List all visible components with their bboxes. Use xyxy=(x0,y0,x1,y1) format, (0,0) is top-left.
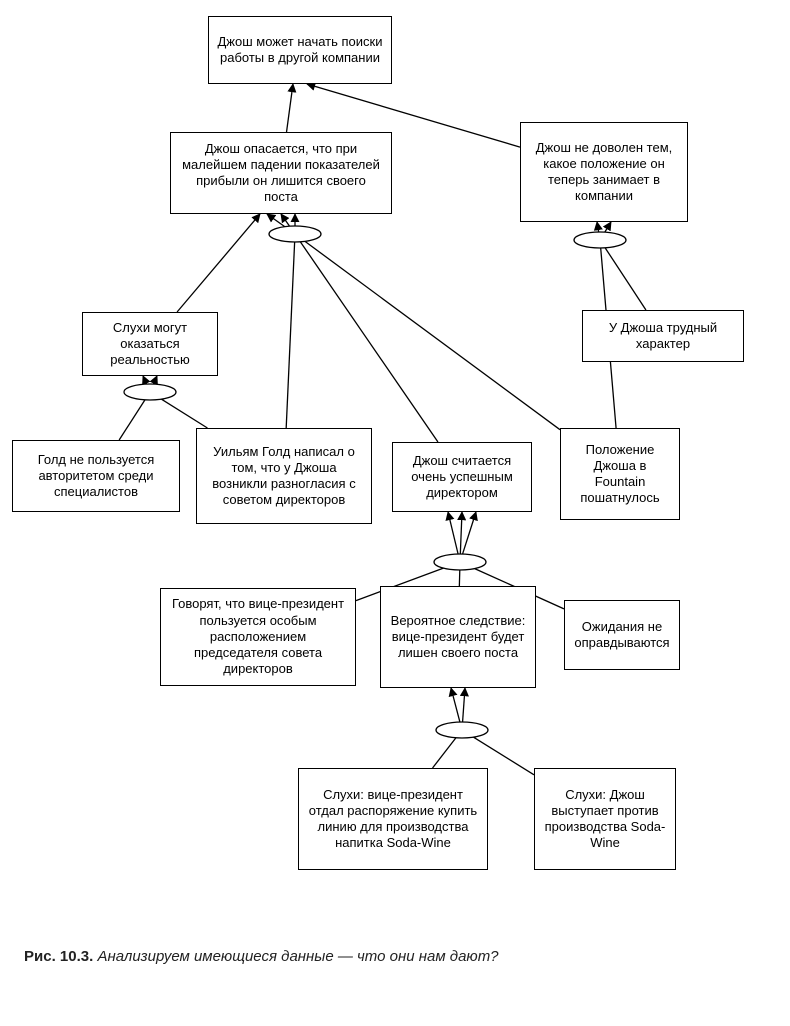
node-rumors-real: Слухи могут оказаться реальностью xyxy=(82,312,218,376)
node-text: Джош не доволен тем, какое положение он … xyxy=(529,140,679,205)
node-gold-wrote: Уильям Голд написал о том, что у Джоша в… xyxy=(196,428,372,524)
edge xyxy=(300,242,438,442)
node-vp-favored: Говорят, что вице-президент пользуется о… xyxy=(160,588,356,686)
node-josh-fears-loss: Джош опасается, что при малейшем падении… xyxy=(170,132,392,214)
node-josh-difficult: У Джоша трудный характер xyxy=(582,310,744,362)
node-text: Слухи: вице-президент отдал распоряжение… xyxy=(307,787,479,852)
edge xyxy=(305,241,560,429)
edge xyxy=(433,738,456,768)
node-text: Ожидания не оправдыва­ются xyxy=(573,619,671,652)
node-position-shaky: Положение Джоша в Fountain пошатнулось xyxy=(560,428,680,520)
edge xyxy=(267,214,285,227)
edge xyxy=(605,222,611,232)
node-rumor-josh-against: Слухи: Джош выступает против производств… xyxy=(534,768,676,870)
node-josh-unhappy: Джош не доволен тем, какое положение он … xyxy=(520,122,688,222)
edge xyxy=(448,512,458,554)
node-expectations-fail: Ожидания не оправдыва­ются xyxy=(564,600,680,670)
figure-caption: Рис. 10.3. Анализируем имеющиеся данные … xyxy=(24,948,499,965)
edge xyxy=(287,84,293,132)
node-text: Говорят, что вице-президент пользуется о… xyxy=(169,596,347,677)
node-text: Слухи: Джош выступает против производств… xyxy=(543,787,667,852)
node-text: Джош считается очень успешным директором xyxy=(401,453,523,502)
edge xyxy=(119,400,145,440)
junction-ellipse xyxy=(269,226,321,242)
junction-ellipse xyxy=(574,232,626,248)
edge xyxy=(177,214,260,312)
diagram-canvas: { "canvas": { "width": 790, "height": 10… xyxy=(0,0,790,1026)
caption-text: Анализируем имеющиеся данные — что они н… xyxy=(97,948,498,965)
node-text: Положение Джоша в Fountain пошатнулось xyxy=(569,442,671,507)
node-text: Джош опасается, что при малейшем падении… xyxy=(179,141,383,206)
edge xyxy=(286,242,294,428)
edge xyxy=(451,688,460,722)
node-josh-new-job: Джош может начать поиски работы в другой… xyxy=(208,16,392,84)
edge xyxy=(597,222,599,232)
node-vp-lose-post: Вероятное следствие: вице-президент буде… xyxy=(380,586,536,688)
junction-ellipse xyxy=(434,554,486,570)
edge xyxy=(463,512,476,554)
edge xyxy=(153,376,157,384)
node-text: Голд не пользуется авторитетом среди спе… xyxy=(21,452,171,501)
node-text: У Джоша трудный характер xyxy=(591,320,735,353)
junction-ellipse xyxy=(124,384,176,400)
node-rumor-buy-line: Слухи: вице-президент отдал распоряжение… xyxy=(298,768,488,870)
edge xyxy=(161,399,207,428)
node-text: Слухи могут оказаться реальностью xyxy=(91,320,209,369)
node-gold-no-authority: Голд не пользуется авторитетом среди спе… xyxy=(12,440,180,512)
edge xyxy=(463,688,465,722)
junction-ellipse xyxy=(436,722,488,738)
edge xyxy=(605,248,646,310)
edge xyxy=(281,214,290,226)
node-text: Вероятное следствие: вице-президент буде… xyxy=(389,613,527,662)
node-josh-successful: Джош считается очень успешным директором xyxy=(392,442,532,512)
edge xyxy=(460,512,462,554)
edge xyxy=(143,376,147,384)
node-text: Джош может начать поиски работы в другой… xyxy=(217,34,383,67)
node-text: Уильям Голд написал о том, что у Джоша в… xyxy=(205,444,363,509)
caption-prefix: Рис. 10.3. xyxy=(24,948,93,965)
